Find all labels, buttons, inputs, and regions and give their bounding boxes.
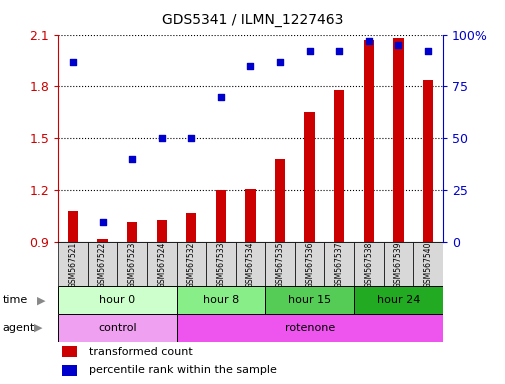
Bar <box>87 242 117 286</box>
Text: hour 15: hour 15 <box>287 295 331 305</box>
Text: GSM567524: GSM567524 <box>157 241 166 288</box>
Point <box>187 136 195 142</box>
Point <box>128 156 136 162</box>
Text: GSM567538: GSM567538 <box>364 241 373 288</box>
Text: control: control <box>98 323 136 333</box>
Bar <box>176 286 265 314</box>
Bar <box>215 190 226 242</box>
Point <box>305 48 313 54</box>
Bar <box>304 113 314 242</box>
Bar <box>127 222 137 242</box>
Bar <box>354 242 383 286</box>
Point <box>364 38 372 44</box>
Text: ▶: ▶ <box>34 323 42 333</box>
Text: GSM567536: GSM567536 <box>305 241 314 288</box>
Bar <box>383 242 413 286</box>
Bar <box>58 314 176 342</box>
Text: GSM567523: GSM567523 <box>127 241 136 288</box>
Bar <box>235 242 265 286</box>
Bar <box>265 242 294 286</box>
Bar <box>392 38 403 242</box>
Text: hour 24: hour 24 <box>376 295 419 305</box>
Point <box>246 63 254 69</box>
Point <box>69 58 77 65</box>
Point <box>423 48 431 54</box>
Bar <box>294 242 324 286</box>
Bar <box>62 346 77 357</box>
Bar <box>354 286 442 314</box>
Bar <box>324 242 353 286</box>
Text: GSM567522: GSM567522 <box>98 241 107 288</box>
Text: GSM567534: GSM567534 <box>245 241 255 288</box>
Text: GSM567533: GSM567533 <box>216 241 225 288</box>
Text: GSM567540: GSM567540 <box>423 241 432 288</box>
Text: ▶: ▶ <box>37 295 45 305</box>
Text: GDS5341 / ILMN_1227463: GDS5341 / ILMN_1227463 <box>162 13 343 27</box>
Text: time: time <box>3 295 28 305</box>
Point <box>393 42 401 48</box>
Text: agent: agent <box>3 323 35 333</box>
Bar <box>413 242 442 286</box>
Point <box>98 218 107 225</box>
Bar <box>58 286 176 314</box>
Point <box>158 136 166 142</box>
Point <box>334 48 342 54</box>
Text: percentile rank within the sample: percentile rank within the sample <box>89 365 276 375</box>
Bar <box>62 365 77 376</box>
Bar <box>186 213 196 242</box>
Point <box>217 94 225 100</box>
Bar <box>176 314 442 342</box>
Bar <box>333 90 344 242</box>
Bar <box>156 220 167 242</box>
Bar <box>274 159 285 242</box>
Text: GSM567521: GSM567521 <box>68 241 77 288</box>
Text: GSM567537: GSM567537 <box>334 241 343 288</box>
Bar <box>206 242 235 286</box>
Bar <box>265 286 354 314</box>
Point <box>275 58 283 65</box>
Text: rotenone: rotenone <box>284 323 334 333</box>
Text: transformed count: transformed count <box>89 347 192 357</box>
Text: GSM567535: GSM567535 <box>275 241 284 288</box>
Bar <box>245 189 255 242</box>
Bar <box>146 242 176 286</box>
Bar <box>422 79 432 242</box>
Bar <box>68 211 78 242</box>
Text: hour 8: hour 8 <box>203 295 238 305</box>
Bar <box>363 40 373 242</box>
Bar <box>58 242 87 286</box>
Text: GSM567539: GSM567539 <box>393 241 402 288</box>
Bar <box>117 242 146 286</box>
Text: GSM567532: GSM567532 <box>186 241 195 288</box>
Bar <box>97 239 108 242</box>
Bar <box>176 242 206 286</box>
Text: hour 0: hour 0 <box>99 295 135 305</box>
